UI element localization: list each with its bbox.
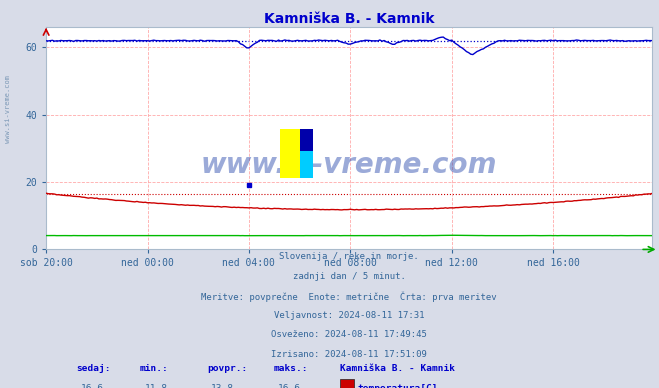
Text: Slovenija / reke in morje.: Slovenija / reke in morje. [279,252,419,261]
Title: Kamniška B. - Kamnik: Kamniška B. - Kamnik [264,12,434,26]
Text: www.si-vreme.com: www.si-vreme.com [5,74,11,143]
Bar [300,151,313,178]
Text: min.:: min.: [140,364,169,373]
Bar [300,130,313,151]
Text: Osveženo: 2024-08-11 17:49:45: Osveženo: 2024-08-11 17:49:45 [272,330,427,339]
Text: 11,8: 11,8 [144,384,167,388]
Text: www.si-vreme.com: www.si-vreme.com [201,151,498,179]
Text: temperatura[C]: temperatura[C] [357,384,438,388]
Text: Kamniška B. - Kamnik: Kamniška B. - Kamnik [340,364,455,373]
Text: 16,6: 16,6 [80,384,103,388]
Text: 16,6: 16,6 [277,384,301,388]
Text: Veljavnost: 2024-08-11 17:31: Veljavnost: 2024-08-11 17:31 [274,311,424,320]
Text: povpr.:: povpr.: [207,364,247,373]
Text: Meritve: povprečne  Enote: metrične  Črta: prva meritev: Meritve: povprečne Enote: metrične Črta:… [202,291,497,302]
Text: maks.:: maks.: [273,364,308,373]
Bar [279,130,300,178]
Text: 13,8: 13,8 [211,384,234,388]
Bar [340,379,353,388]
Text: sedaj:: sedaj: [76,364,111,373]
Text: zadnji dan / 5 minut.: zadnji dan / 5 minut. [293,272,406,281]
Text: Izrisano: 2024-08-11 17:51:09: Izrisano: 2024-08-11 17:51:09 [272,350,427,359]
